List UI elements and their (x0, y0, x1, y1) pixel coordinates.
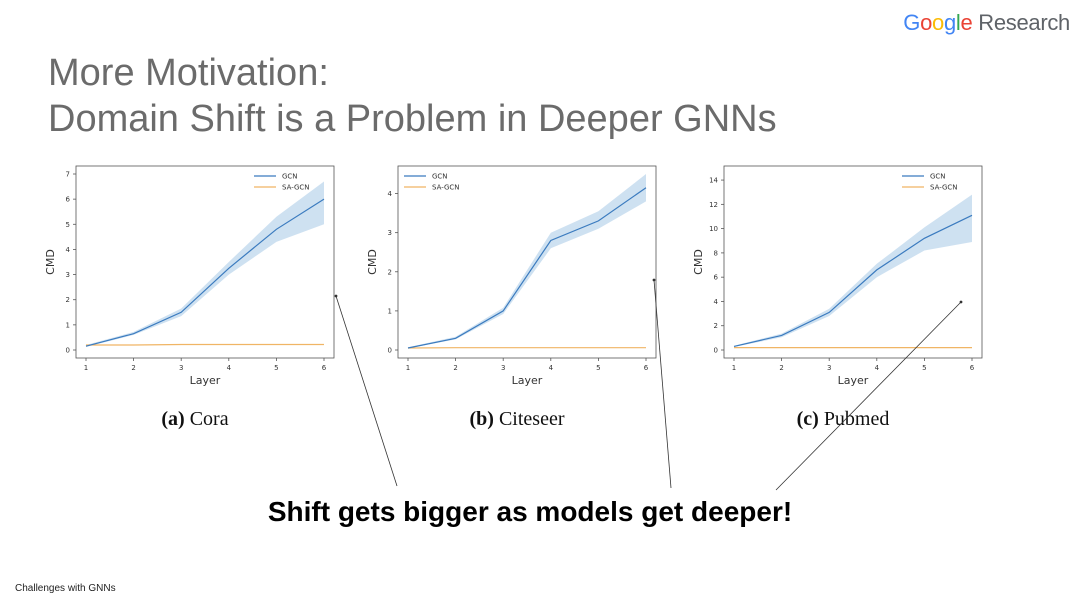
y-axis-label: CMD (44, 249, 57, 275)
legend-label-gcn: GCN (930, 173, 946, 181)
x-tick-label: 6 (644, 364, 649, 372)
plot-frame (75, 165, 335, 359)
y-tick-label: 6 (714, 274, 719, 282)
x-tick-label: 5 (596, 364, 600, 372)
logo-research-text: Research (978, 10, 1070, 35)
slide-title-line-2: Domain Shift is a Problem in Deeper GNNs (48, 98, 777, 140)
y-axis-label: CMD (692, 249, 705, 275)
x-tick-label: 1 (732, 364, 736, 372)
chart-panel-pubmed: 0 2 4 6 8 10 12 14 1 2 3 4 5 6 Layer CMD GCN SA-GCN (688, 160, 998, 400)
plot-frame (397, 165, 657, 359)
x-tick-label: 2 (779, 364, 783, 372)
x-tick-label: 3 (827, 364, 831, 372)
x-axis-label: Layer (190, 374, 221, 387)
y-tick-label: 2 (388, 268, 392, 276)
y-tick-label: 4 (66, 246, 71, 254)
x-tick-label: 4 (549, 364, 554, 372)
logo-letter: g (943, 10, 956, 35)
caption-name: Pubmed (823, 408, 890, 430)
chart-citeseer: 0 1 2 3 4 1 2 3 4 5 6 Layer CMD GCN SA-GCN (366, 165, 657, 387)
x-tick-label: 5 (922, 364, 926, 372)
y-tick-label: 3 (388, 229, 392, 237)
legend-label-gcn: GCN (282, 173, 298, 181)
y-tick-label: 1 (388, 307, 392, 315)
caption-cora: (a) Cora (40, 408, 350, 431)
x-tick-label: 3 (501, 364, 505, 372)
y-tick-label: 14 (709, 177, 718, 185)
gcn-confidence-band (408, 174, 646, 349)
google-research-logo: Google Research (903, 10, 1070, 36)
y-tick-label: 7 (66, 171, 70, 179)
x-tick-label: 4 (227, 364, 232, 372)
x-tick-label: 1 (84, 364, 88, 372)
chart-cora: 0 1 2 3 4 5 6 7 1 2 3 4 5 6 Layer CMD GCN SA-GCN (44, 165, 335, 387)
slide-title: More Motivation: Domain Shift is a Probl… (48, 50, 777, 142)
chart-panel-citeseer: 0 1 2 3 4 1 2 3 4 5 6 Layer CMD GCN SA-GCN (362, 160, 672, 400)
y-tick-label: 6 (66, 196, 71, 204)
logo-letter: o (920, 10, 933, 35)
caption-tag: (c) (796, 408, 819, 430)
y-tick-label: 3 (66, 271, 70, 279)
logo-letter: e (960, 10, 973, 35)
y-tick-label: 5 (66, 221, 70, 229)
caption-tag: (a) (161, 408, 185, 430)
x-tick-label: 2 (453, 364, 457, 372)
y-tick-label: 12 (709, 201, 718, 209)
x-tick-label: 4 (875, 364, 880, 372)
x-tick-label: 1 (406, 364, 410, 372)
y-tick-label: 2 (714, 322, 718, 330)
y-tick-label: 0 (388, 347, 392, 355)
footer-text: Challenges with GNNs (15, 583, 116, 594)
x-tick-label: 5 (274, 364, 278, 372)
google-wordmark: Google (903, 10, 972, 35)
gcn-series-line (407, 187, 647, 349)
y-tick-label: 1 (66, 321, 70, 329)
legend-label-sa-gcn: SA-GCN (930, 184, 958, 192)
y-tick-label: 4 (714, 298, 719, 306)
y-tick-label: 2 (66, 296, 70, 304)
caption-name: Cora (189, 408, 229, 430)
legend-label-sa-gcn: SA-GCN (432, 184, 460, 192)
x-axis-label: Layer (512, 374, 543, 387)
gcn-series-line (733, 214, 973, 347)
logo-letter: o (932, 10, 944, 35)
logo-letter: G (903, 10, 921, 35)
y-tick-label: 8 (714, 249, 718, 257)
x-tick-label: 2 (131, 364, 135, 372)
logo-letter: l (955, 10, 961, 35)
legend-label-gcn: GCN (432, 173, 448, 181)
caption-tag: (b) (469, 408, 494, 430)
y-tick-label: 0 (66, 347, 70, 355)
y-tick-label: 4 (388, 190, 393, 198)
headline-callout: Shift gets bigger as models get deeper! (267, 496, 793, 527)
caption-pubmed: (c) Pubmed (688, 408, 998, 431)
chart-panel-cora: 0 1 2 3 4 5 6 7 1 2 3 4 5 6 Layer CMD GCN SA-GCN (40, 160, 350, 400)
x-axis-label: Layer (838, 374, 869, 387)
x-tick-label: 3 (179, 364, 183, 372)
plot-frame (723, 165, 983, 359)
caption-name: Citeseer (498, 408, 565, 430)
gcn-series-line (85, 198, 325, 347)
slide-title-line-1: More Motivation: (48, 52, 329, 94)
y-tick-label: 0 (714, 347, 718, 355)
y-tick-label: 10 (709, 225, 718, 233)
legend-label-sa-gcn: SA-GCN (282, 184, 310, 192)
caption-citeseer: (b) Citeseer (362, 408, 672, 431)
sa-gcn-series-line (86, 343, 324, 346)
x-tick-label: 6 (322, 364, 327, 372)
x-tick-label: 6 (970, 364, 975, 372)
y-axis-label: CMD (366, 249, 379, 275)
